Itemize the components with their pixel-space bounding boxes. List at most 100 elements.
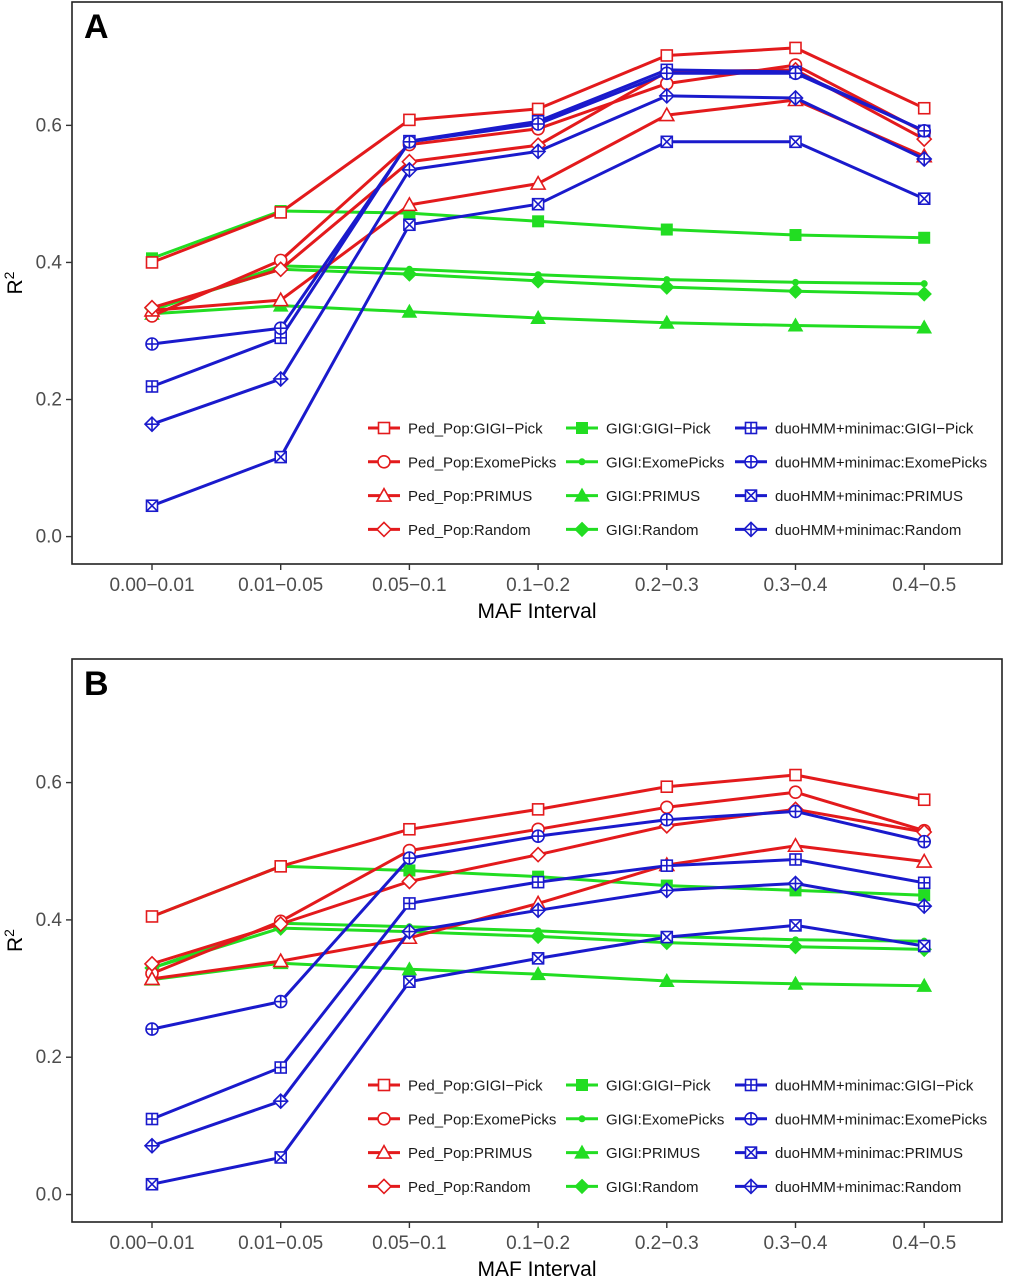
legend-label: Ped_Pop:PRIMUS	[408, 488, 532, 505]
data-point	[789, 919, 802, 932]
legend-label: Ped_Pop:Random	[408, 1179, 531, 1196]
data-point	[660, 780, 674, 794]
legend-item: GIGI:Random	[566, 521, 699, 539]
data-point	[401, 923, 418, 940]
series-duo-exome	[145, 804, 932, 1036]
data-point	[143, 299, 161, 316]
data-point	[659, 812, 674, 827]
x-tick-label: 0.00−0.01	[109, 1233, 194, 1254]
data-point	[787, 837, 804, 853]
data-point	[145, 1112, 159, 1126]
legend-label: duoHMM+minimac:Random	[775, 1179, 961, 1196]
data-point	[917, 793, 931, 807]
data-point	[917, 192, 931, 205]
data-point	[145, 1177, 159, 1191]
y-tick-label: 0.2	[36, 390, 62, 411]
data-point	[660, 859, 674, 872]
y-tick-label: 0.4	[36, 252, 63, 273]
legend-item: Ped_Pop:ExomePicks	[368, 454, 556, 471]
legend-label: duoHMM+minimac:GIGI−Pick	[775, 1078, 974, 1095]
x-tick-label: 0.00−0.01	[109, 575, 194, 596]
series-pedpop-pick	[145, 41, 931, 269]
data-point	[789, 229, 802, 242]
data-point	[916, 150, 933, 168]
legend-item: duoHMM+minimac:GIGI−Pick	[735, 1078, 974, 1095]
data-point	[531, 875, 545, 889]
data-point	[787, 89, 804, 107]
data-point	[401, 303, 418, 318]
data-point	[143, 970, 161, 986]
y-tick-label: 0.0	[36, 527, 62, 548]
data-point	[916, 898, 933, 915]
data-point	[401, 266, 418, 282]
data-point	[532, 215, 545, 228]
y-tick-label: 0.6	[36, 115, 62, 136]
legend-label: GIGI:GIGI−Pick	[606, 1078, 711, 1095]
data-point	[916, 977, 933, 992]
legend-label: GIGI:ExomePicks	[606, 454, 724, 471]
data-point	[145, 337, 159, 351]
x-axis-title: MAF Interval	[477, 1258, 596, 1280]
legend-label: Ped_Pop:ExomePicks	[408, 454, 556, 471]
x-tick-label: 0.4−0.5	[892, 1233, 956, 1254]
x-tick-label: 0.3−0.4	[764, 575, 828, 596]
x-tick-label: 0.01−0.05	[238, 575, 323, 596]
data-point	[529, 143, 547, 160]
legend-item: GIGI:ExomePicks	[566, 454, 724, 471]
x-tick-label: 0.05−0.1	[372, 575, 447, 596]
series-duo-primus	[145, 919, 931, 1191]
legend-item: Ped_Pop:Random	[368, 521, 531, 539]
legend-label: GIGI:PRIMUS	[606, 488, 700, 505]
x-axis-title: MAF Interval	[477, 600, 596, 623]
series-duo-primus	[145, 135, 931, 513]
data-point	[272, 261, 289, 278]
data-point	[660, 930, 674, 944]
legend-label: duoHMM+minimac:ExomePicks	[775, 1111, 987, 1128]
legend: Ped_Pop:GIGI−Pick Ped_Pop:ExomePicks Ped_P…	[368, 421, 987, 539]
data-point	[531, 803, 545, 816]
data-point	[529, 174, 547, 190]
data-point	[272, 1093, 289, 1110]
data-point	[658, 106, 676, 122]
data-point	[272, 291, 290, 307]
data-point	[531, 102, 545, 116]
data-point	[658, 972, 675, 988]
data-point	[530, 273, 546, 289]
data-point	[788, 804, 803, 819]
data-point	[658, 87, 675, 105]
chart-panel-a: A 0.0 0.2 0.4 0.6 0.00−0.01 0.01−0.05 0.05−0.1 0…	[1, 1, 1003, 623]
x-tick-label: 0.1−0.2	[506, 575, 570, 596]
data-point	[401, 961, 418, 976]
legend: Ped_Pop:GIGI−Pick Ped_Pop:ExomePicks Ped_P…	[368, 1078, 987, 1196]
series-duo-random	[143, 875, 933, 1154]
data-point	[660, 223, 673, 236]
data-point	[787, 975, 804, 990]
data-point	[272, 370, 289, 388]
y-axis-title: R2	[1, 271, 27, 294]
legend-label: GIGI:PRIMUS	[606, 1145, 700, 1162]
data-point	[917, 834, 932, 849]
data-point	[659, 279, 675, 295]
data-point	[403, 897, 416, 910]
data-point	[531, 197, 545, 211]
data-point	[273, 994, 288, 1009]
data-point	[274, 1151, 288, 1164]
legend-label: duoHMM+minimac:PRIMUS	[775, 1145, 963, 1162]
legend-item: GIGI:GIGI−Pick	[566, 421, 711, 438]
x-tick-label: 0.1−0.2	[506, 1233, 570, 1254]
data-point	[917, 124, 932, 138]
data-point	[916, 319, 933, 334]
legend-label: duoHMM+minimac:PRIMUS	[775, 488, 963, 505]
data-point	[402, 851, 417, 865]
legend-item: GIGI:PRIMUS	[566, 487, 700, 505]
data-point	[272, 915, 289, 933]
legend-item: Ped_Pop:PRIMUS	[368, 1143, 532, 1162]
data-point	[916, 286, 932, 302]
data-point	[530, 966, 546, 981]
data-point	[143, 1137, 161, 1154]
data-point	[401, 196, 418, 212]
data-point	[529, 846, 547, 863]
x-tick-label: 0.3−0.4	[764, 1233, 828, 1254]
y-tick-label: 0.0	[36, 1185, 62, 1206]
